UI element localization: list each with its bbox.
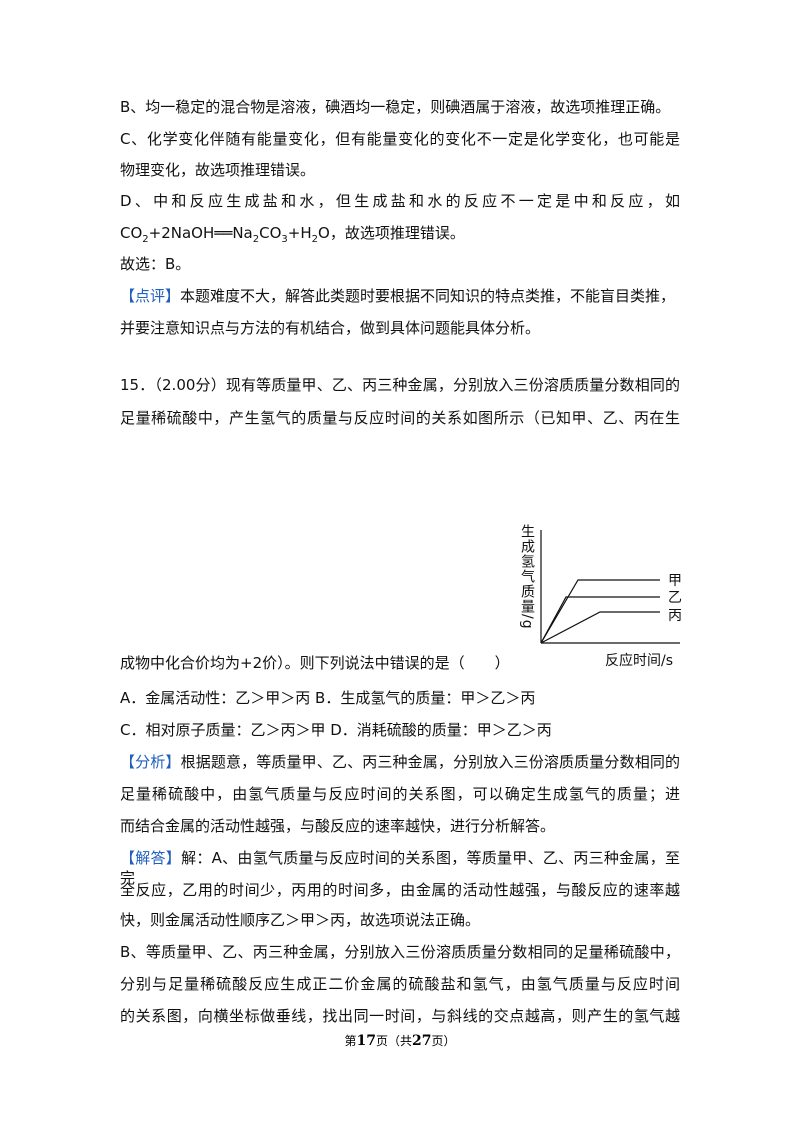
text-line: A．金属活动性：乙＞甲＞丙 B．生成氢气的质量：甲＞乙＞丙 <box>120 688 680 708</box>
text-line: 【分析】根据题意，等质量甲、乙、丙三种金属，分别放入三份溶质质量分数相同的 <box>120 752 680 772</box>
subscript: 2 <box>311 234 319 245</box>
text-line: CO2+2NaOH══Na2CO3+H2O，故选项推理错误。 <box>120 223 680 250</box>
formula-text: +2NaOH══Na <box>148 224 253 242</box>
paragraph-text: 并要注意知识点与方法的有机结合，做到具体问题能具体分析。 <box>120 319 541 337</box>
text-line: C、化学变化伴随有能量变化，但有能量变化的变化不一定是化学变化，也可能是 <box>120 129 680 149</box>
section-tag: 【解答】 <box>120 849 182 867</box>
paragraph-text: 解：A、由氢气质量与反应时间的关系图，等质量甲、乙、丙三种金属，至完 <box>120 849 680 887</box>
subscript: 2 <box>142 234 149 245</box>
text-line: 而结合金属的活动性越强，与酸反应的速率越快，进行分析解答。 <box>120 816 680 836</box>
paragraph-text: B、等质量甲、乙、丙三种金属，分别放入三份溶质质量分数相同的足量稀硫酸中， <box>120 943 680 961</box>
curve-jia <box>540 579 660 644</box>
text-line: B、等质量甲、乙、丙三种金属，分别放入三份溶质质量分数相同的足量稀硫酸中， <box>120 942 680 962</box>
text-line: 快，则金属活动性顺序乙＞甲＞丙，故选项说法正确。 <box>120 910 680 930</box>
page-total: 27 <box>412 1033 432 1049</box>
formula-text: ，故选项推理错误。 <box>329 224 465 242</box>
paragraph-text: 分别与足量稀硫酸反应生成正二价金属的硫酸盐和氢气，由氢气质量与反应时间 <box>120 975 680 993</box>
formula-text: +H <box>287 224 312 242</box>
paragraph-text: 本题难度不大，解答此类题时要根据不同知识的特点类推，不能盲目类推， <box>180 287 676 305</box>
formula-text: CO <box>120 224 143 242</box>
text-line: 【解答】解：A、由氢气质量与反应时间的关系图，等质量甲、乙、丙三种金属，至完 <box>120 848 680 888</box>
paragraph-text: 而结合金属的活动性越强，与酸反应的速率越快，进行分析解答。 <box>120 817 556 835</box>
text-line: 15．（2.00分）现有等质量甲、乙、丙三种金属，分别放入三份溶质质量分数相同的 <box>120 375 680 395</box>
paragraph-text: B、均一稳定的混合物是溶液，碘酒均一稳定，则碘酒属于溶液，故选项推理正确。 <box>120 98 671 116</box>
paragraph-text: A．金属活动性：乙＞甲＞丙 B．生成氢气的质量：甲＞乙＞丙 <box>120 689 536 707</box>
text-line: 物理变化，故选项推理错误。 <box>120 160 680 180</box>
paragraph-text: 成物中化合价均为+2价）。则下列说法中错误的是（ ） <box>120 654 510 672</box>
paragraph-text: 全反应，乙用的时间少，丙用的时间多，由金属的活动性越强，与酸反应的速率越 <box>120 881 680 899</box>
paragraph-text: 15．（2.00分）现有等质量甲、乙、丙三种金属，分别放入三份溶质质量分数相同的 <box>120 376 680 394</box>
footer-text: 第 <box>344 1034 357 1048</box>
text-line: 足量稀硫酸中，由氢气质量与反应时间的关系图，可以确定生成氢气的质量；进 <box>120 784 680 804</box>
series-label: 乙 <box>668 590 682 606</box>
text-line: 故选：B。 <box>120 254 680 274</box>
text-line: 【点评】本题难度不大，解答此类题时要根据不同知识的特点类推，不能盲目类推， <box>120 286 680 306</box>
curve-bing <box>540 611 660 644</box>
footer: 第17页（共27页） <box>0 1032 800 1049</box>
y-axis-label: 生成氢气质量/g <box>519 524 535 630</box>
page-number: 17 <box>356 1033 376 1049</box>
text-line: 足量稀硫酸中，产生氢气的质量与反应时间的关系如图所示（已知甲、乙、丙在生 <box>120 408 680 428</box>
paragraph-text: C、化学变化伴随有能量变化，但有能量变化的变化不一定是化学变化，也可能是 <box>120 130 680 148</box>
text-line: D、中和反应生成盐和水，但生成盐和水的反应不一定是中和反应，如 <box>120 191 680 211</box>
text-line: C．相对原子质量：乙＞丙＞甲 D．消耗硫酸的质量：甲＞乙＞丙 <box>120 720 680 740</box>
paragraph-text: D、中和反应生成盐和水，但生成盐和水的反应不一定是中和反应，如 <box>120 192 680 210</box>
paragraph-text: 足量稀硫酸中，产生氢气的质量与反应时间的关系如图所示（已知甲、乙、丙在生 <box>120 409 680 427</box>
footer-text: 页） <box>431 1034 456 1048</box>
formula-text: O <box>318 224 330 242</box>
x-axis-label: 反应时间/s <box>605 652 673 669</box>
text-line: B、均一稳定的混合物是溶液，碘酒均一稳定，则碘酒属于溶液，故选项推理正确。 <box>120 97 680 117</box>
curve-yi <box>540 596 660 644</box>
paragraph-text: 足量稀硫酸中，由氢气质量与反应时间的关系图，可以确定生成氢气的质量；进 <box>120 785 680 803</box>
paragraph-text: C．相对原子质量：乙＞丙＞甲 D．消耗硫酸的质量：甲＞乙＞丙 <box>120 721 552 739</box>
paragraph-text: 物理变化，故选项推理错误。 <box>120 161 316 179</box>
section-tag: 【点评】 <box>120 287 181 305</box>
formula-text: CO <box>259 224 282 242</box>
text-line: 并要注意知识点与方法的有机结合，做到具体问题能具体分析。 <box>120 318 680 338</box>
paragraph-text: 故选：B。 <box>120 255 191 273</box>
paragraph-text: 快，则金属活动性顺序乙＞甲＞丙，故选项说法正确。 <box>120 911 481 929</box>
paragraph-text: 的关系图，向横坐标做垂线，找出同一时间，与斜线的交点越高，则产生的氢气越 <box>120 1007 680 1025</box>
subscript: 3 <box>281 234 288 245</box>
series-label: 丙 <box>668 608 682 624</box>
paragraph-text: 根据题意，等质量甲、乙、丙三种金属，分别放入三份溶质质量分数相同的 <box>180 753 680 771</box>
series-label: 甲 <box>668 573 682 589</box>
text-line: 分别与足量稀硫酸反应生成正二价金属的硫酸盐和氢气，由氢气质量与反应时间 <box>120 974 680 994</box>
section-tag: 【分析】 <box>120 753 181 771</box>
text-line: 的关系图，向横坐标做垂线，找出同一时间，与斜线的交点越高，则产生的氢气越 <box>120 1006 680 1026</box>
footer-text: 页（共 <box>375 1034 412 1048</box>
text-line: 成物中化合价均为+2价）。则下列说法中错误的是（ ） <box>120 653 680 673</box>
subscript: 2 <box>252 234 260 245</box>
text-line: 全反应，乙用的时间少，丙用的时间多，由金属的活动性越强，与酸反应的速率越 <box>120 880 680 900</box>
